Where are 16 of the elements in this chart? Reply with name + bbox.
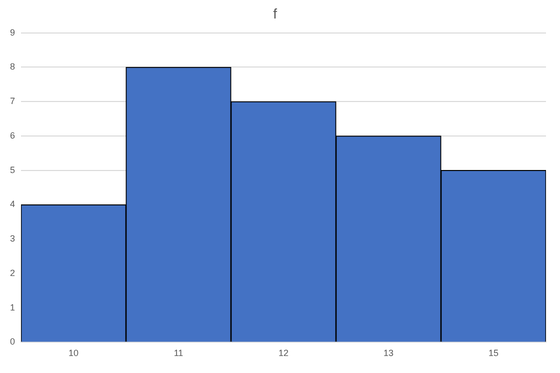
- y-tick-label: 1: [10, 302, 16, 312]
- x-tick-label: 11: [174, 348, 184, 358]
- y-tick-label: 7: [10, 96, 16, 106]
- chart-title: f: [273, 5, 278, 22]
- y-tick-label: 4: [10, 199, 16, 210]
- x-tick-label: 10: [68, 348, 79, 358]
- y-tick-label: 8: [10, 62, 16, 72]
- x-tick-label: 12: [278, 348, 289, 358]
- y-tick-label: 9: [10, 27, 16, 38]
- x-tick-label: 15: [488, 348, 499, 358]
- y-tick-label: 3: [10, 234, 16, 244]
- y-tick-label: 2: [10, 268, 16, 278]
- y-tick-label: 6: [10, 130, 16, 140]
- y-tick-label: 5: [10, 164, 16, 175]
- x-tick-label: 13: [383, 348, 394, 358]
- y-tick-label: 0: [10, 336, 16, 347]
